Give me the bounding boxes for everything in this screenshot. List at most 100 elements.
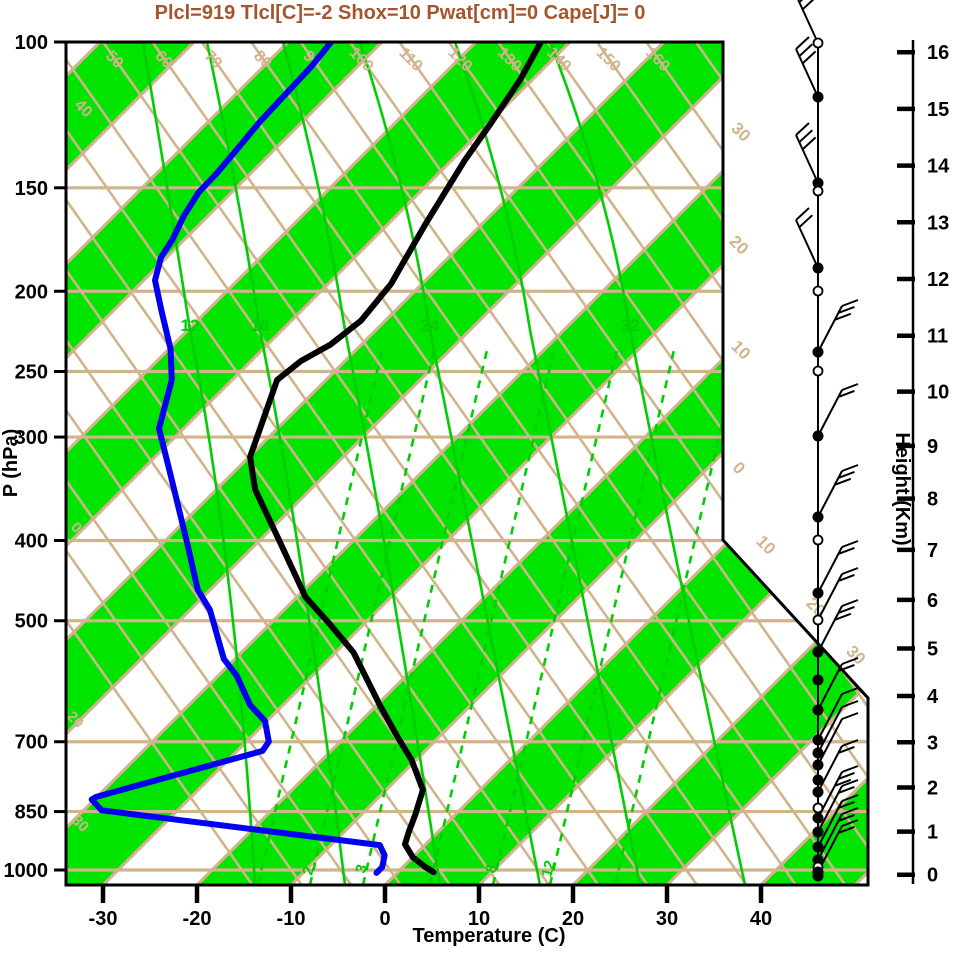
temperature-tick-label: 0 [379,908,390,930]
wind-barb-feather [841,765,859,773]
wind-barb-feather [841,567,859,575]
green-isotherm-band [573,42,868,885]
wind-barb-feather [838,546,855,555]
wind-level-dot-filled [812,587,824,599]
wind-barb-feather [838,800,855,809]
isotherm-exit-label: 30 [842,642,869,669]
wind-barb-shaft [795,48,819,98]
wind-level-dot-filled [812,177,824,189]
moist-adiabat-curve [141,42,257,885]
height-tick-label: 10 [927,382,949,404]
wind-level-dot-open [812,37,824,49]
height-tick-label: 3 [927,732,938,754]
dry-adiabat-line [66,42,649,885]
wind-barb-feather [838,573,855,582]
wind-level-dot-filled [812,841,824,853]
isotherm-line [66,42,384,885]
mixing-ratio-line [308,349,436,885]
wind-barb-feather [841,700,859,708]
wind-level-dot-open [812,365,824,377]
height-tick-label: 9 [927,436,938,458]
height-tick-label: 15 [927,99,949,121]
wind-barb-feather [838,745,855,754]
moist-adiabat-curve [281,42,442,885]
wind-barb-shaft [817,785,843,833]
dry-adiabat-line [66,42,303,885]
moist-adiabat-curve [548,42,747,885]
wind-barb-feather [834,312,852,321]
wind-barb-shaft [817,718,843,766]
wind-level-dot-filled [812,786,824,798]
isotherm-line [195,42,868,885]
isotherm-exit-label: 30 [727,119,754,146]
pressure-tick-label: 400 [15,531,48,553]
plot-boundary [64,40,870,887]
wind-barb-feather [798,0,804,3]
green-isotherm-band [197,42,868,885]
isotherm-line [66,42,478,885]
wind-barb-feather [798,129,813,143]
wind-level-dot-filled [812,774,824,786]
wind-level-dot-filled [812,759,824,771]
green-isotherm-band [66,42,868,885]
height-axis-title: Height (Km) [891,432,913,545]
mixing-ratio-line [613,349,741,885]
isotherm-line [66,42,854,885]
height-tick-label: 5 [927,639,938,661]
pressure-tick-label: 200 [15,281,48,303]
wind-barb-feather [841,464,859,472]
dry-adiabat-label: 150 [593,44,624,75]
green-isotherm-band [66,42,758,885]
wind-barb-feather [798,214,813,228]
wind-barb-feather [841,819,859,827]
wind-level-dot-filled [812,91,824,103]
wind-barb-feather [838,825,855,834]
x-axis-title: Temperature (C) [413,925,566,947]
temperature-tick-label: -10 [277,908,306,930]
wind-barb-shaft [817,389,843,437]
wind-level-dot-open [812,185,824,197]
height-tick-label: 16 [927,42,949,64]
wind-level-dot-filled [812,747,824,759]
wind-barb-shaft [817,663,843,711]
isotherm-line [66,42,666,885]
wind-barb-feather [841,657,859,665]
dry-adiabat-line [66,42,254,885]
dry-adiabat-line [595,42,868,885]
wind-barb-feather [841,540,859,548]
moist-adiabat-label: 24 [421,316,440,335]
height-tick-label: 11 [927,326,948,348]
wind-barb-feather [841,712,859,720]
wind-level-dot-filled [812,870,824,882]
chart-title: Plcl=919 Tlcl[C]=-2 Shox=10 Pwat[cm]=0 C… [155,2,646,24]
dry-adiabat-line [66,42,600,885]
wind-barb-feather [801,50,817,65]
isotherm-exit-label: 10 [727,337,754,364]
wind-barb-shaft [795,134,819,184]
wind-barb-shaft [817,800,843,848]
wind-level-dot-filled [812,812,824,824]
mixing-ratio-line [361,349,489,885]
dry-adiabat-line [151,42,748,885]
wind-barb-column [795,0,859,882]
wind-barb-feather [838,389,855,398]
wind-barb-feather [801,136,817,151]
wind-barb-feather [838,771,855,780]
plot-frame-layer [64,40,870,887]
isotherm-line [571,42,868,885]
green-isotherm-band [66,42,570,885]
wind-barb-feather [841,599,859,607]
wind-barb-feather [841,779,859,787]
wind-barb-feather [838,470,855,479]
wind-barb-feather [798,43,813,57]
height-tick-label: 0 [927,865,938,887]
wind-level-dot-filled [812,430,824,442]
pressure-tick-label: 850 [15,802,48,824]
height-tick-label: 4 [927,686,939,708]
mixing-ratio-label: 12 [538,859,559,880]
wind-level-dot-filled [812,704,824,716]
temperature-tick-label: -20 [183,908,212,930]
